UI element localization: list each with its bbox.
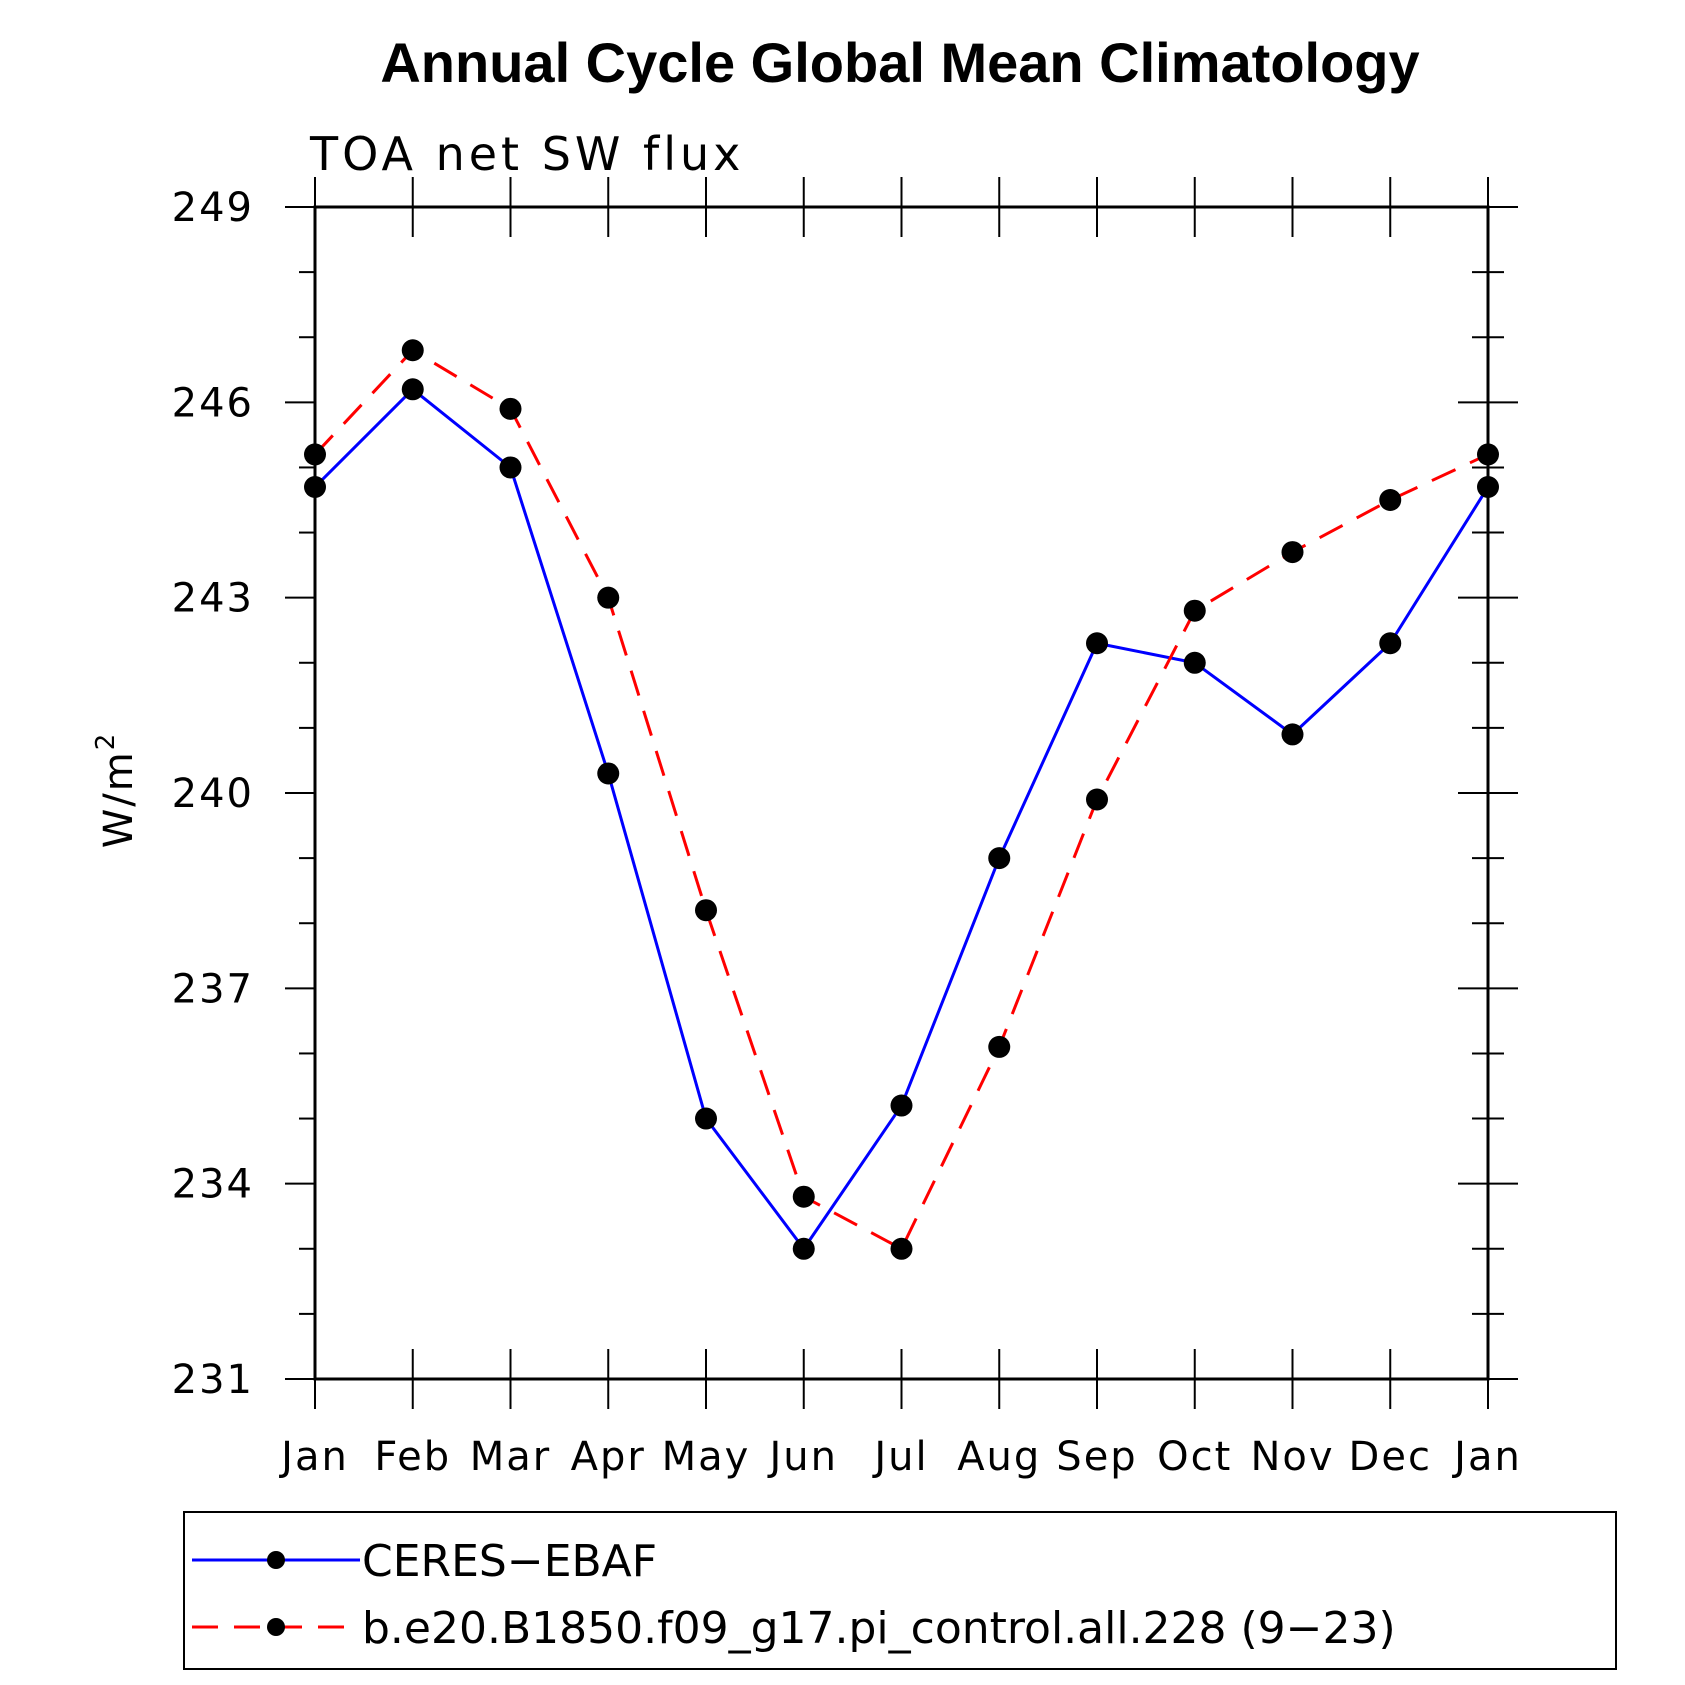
data-point (792, 1185, 815, 1208)
data-point (304, 475, 326, 498)
x-tick-label: Dec (1349, 1434, 1432, 1480)
data-point (1379, 489, 1402, 511)
x-tick-label: Sep (1056, 1434, 1137, 1480)
legend-marker-ceres (267, 1551, 285, 1569)
series-0 (304, 378, 1499, 1260)
y-tick-labels: 231 234 237 240 243 246 249 (172, 185, 254, 1403)
data-point (1183, 651, 1206, 674)
y-tick-label: 246 (172, 380, 254, 426)
x-tick-label: Oct (1157, 1434, 1232, 1480)
legend-marker-model (267, 1618, 285, 1636)
x-tick-label: Jun (767, 1434, 839, 1480)
y-axis-label: W/m2 (91, 732, 142, 849)
y-tick-label: 234 (172, 1162, 254, 1208)
data-point (1183, 599, 1206, 622)
data-point (499, 397, 522, 420)
x-tick-label: Mar (470, 1434, 551, 1480)
data-point (1281, 723, 1304, 746)
data-point (401, 339, 424, 362)
y-tick-label: 243 (172, 576, 254, 622)
y-axis-label-superscript: 2 (91, 732, 121, 751)
y-axis-label-text: W/m (96, 750, 142, 848)
data-point (695, 1107, 717, 1130)
data-point (1281, 541, 1304, 564)
x-tick-label: Aug (957, 1434, 1041, 1480)
data-point (499, 456, 522, 479)
data-point (1477, 443, 1499, 466)
legend: CERES−EBAF b.e20.B1850.f09_g17.pi_contro… (183, 1511, 1617, 1670)
chart-title: Annual Cycle Global Mean Climatology (380, 31, 1419, 94)
data-point (1086, 632, 1108, 655)
data-point (597, 586, 620, 609)
x-tick-label: Jan (278, 1434, 349, 1480)
data-point (1477, 475, 1499, 498)
legend-box (183, 1511, 1617, 1670)
data-point (1379, 632, 1402, 655)
data-point (890, 1094, 913, 1117)
plot-border (313, 205, 1490, 1381)
x-tick-label: Apr (571, 1434, 646, 1480)
legend-label-model: b.e20.B1850.f09_g17.pi_control.all.228 (… (362, 1603, 1396, 1654)
data-point (890, 1237, 913, 1260)
data-point (792, 1237, 815, 1260)
data-point (988, 847, 1011, 870)
y-tick-label: 249 (172, 185, 254, 231)
y-tick-label: 237 (172, 966, 254, 1012)
series-layer (304, 339, 1499, 1260)
data-point (304, 443, 326, 466)
x-tick-label: May (662, 1434, 751, 1480)
data-point (401, 378, 424, 401)
x-tick-label: Feb (374, 1434, 451, 1480)
x-tick-label: Jul (871, 1434, 928, 1480)
x-tick-label: Nov (1250, 1434, 1334, 1480)
chart-subtitle: TOA net SW flux (309, 127, 744, 181)
x-tick-label: Jan (1451, 1434, 1522, 1480)
data-point (695, 899, 717, 922)
axis-ticks (285, 177, 1518, 1409)
y-tick-label: 231 (172, 1357, 254, 1403)
series-line-0 (313, 387, 1490, 1252)
data-point (1086, 788, 1108, 811)
y-tick-label: 240 (172, 771, 254, 817)
x-tick-labels: Jan Feb Mar Apr May Jun Jul Aug Sep Oct Nov Dec Jan (278, 1434, 1522, 1480)
series-1 (304, 339, 1499, 1260)
plot-frame (313, 205, 1490, 1381)
data-point (988, 1035, 1011, 1058)
legend-label-ceres: CERES−EBAF (362, 1536, 657, 1587)
data-point (597, 762, 620, 785)
